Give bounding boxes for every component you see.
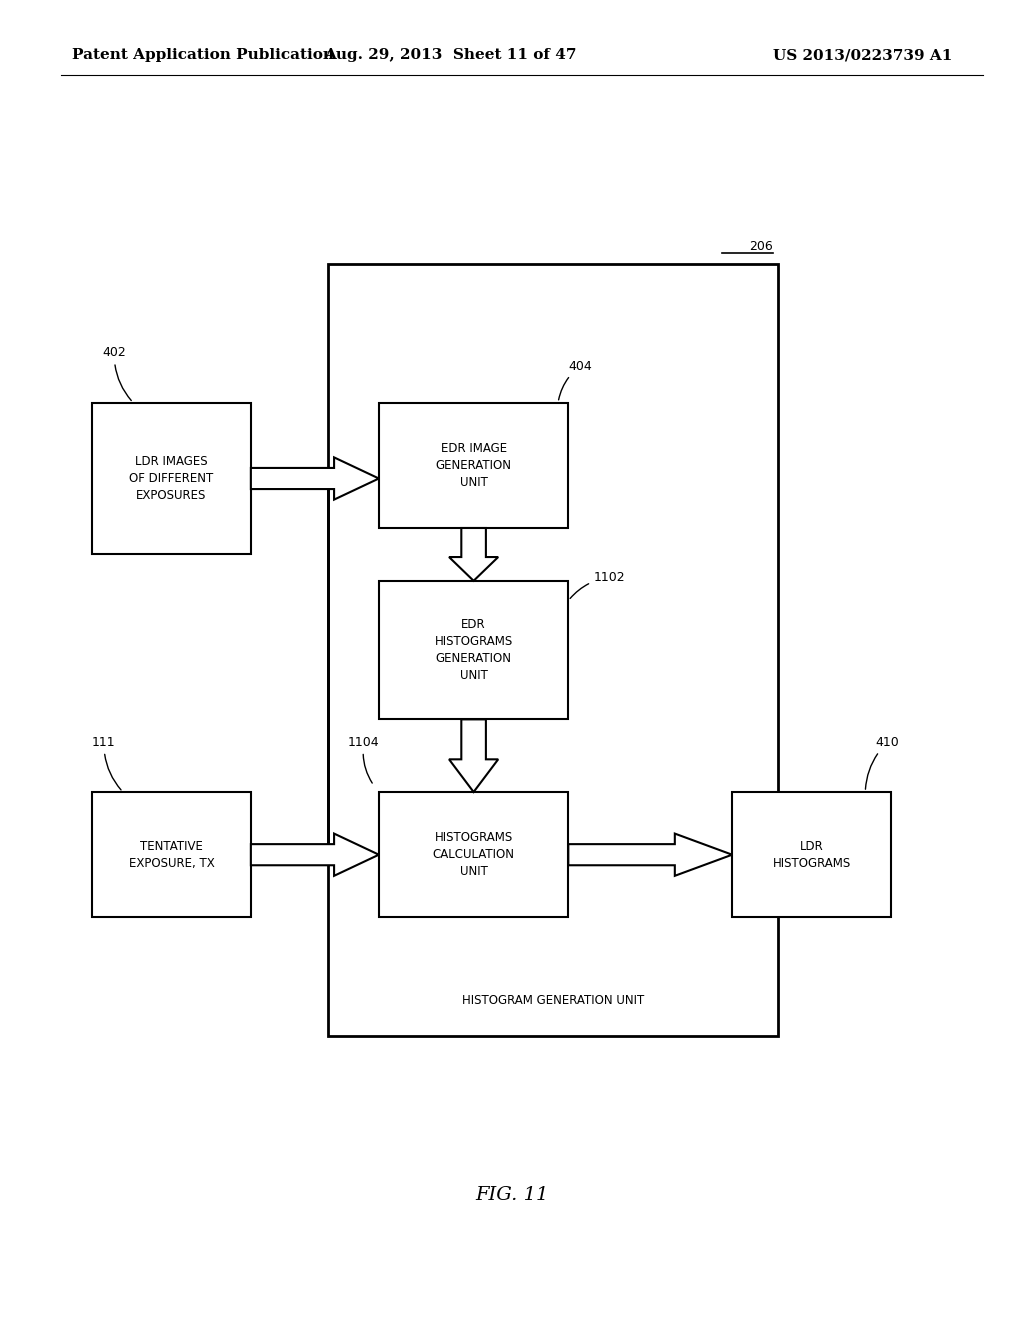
- FancyBboxPatch shape: [732, 792, 891, 917]
- Text: 404: 404: [559, 359, 592, 400]
- Polygon shape: [251, 834, 379, 876]
- Text: Aug. 29, 2013  Sheet 11 of 47: Aug. 29, 2013 Sheet 11 of 47: [325, 49, 577, 62]
- Text: HISTOGRAM GENERATION UNIT: HISTOGRAM GENERATION UNIT: [462, 994, 644, 1007]
- Text: 410: 410: [865, 735, 899, 789]
- Polygon shape: [449, 719, 499, 792]
- Text: 206: 206: [750, 240, 773, 253]
- Text: FIG. 11: FIG. 11: [475, 1185, 549, 1204]
- Text: EDR IMAGE
GENERATION
UNIT: EDR IMAGE GENERATION UNIT: [435, 442, 512, 488]
- Polygon shape: [568, 834, 732, 876]
- Text: 1102: 1102: [570, 570, 626, 598]
- FancyBboxPatch shape: [92, 403, 251, 554]
- FancyBboxPatch shape: [379, 792, 568, 917]
- Text: Patent Application Publication: Patent Application Publication: [72, 49, 334, 62]
- Text: US 2013/0223739 A1: US 2013/0223739 A1: [773, 49, 952, 62]
- FancyBboxPatch shape: [328, 264, 778, 1036]
- Text: TENTATIVE
EXPOSURE, TX: TENTATIVE EXPOSURE, TX: [129, 840, 214, 870]
- FancyBboxPatch shape: [379, 403, 568, 528]
- FancyBboxPatch shape: [92, 792, 251, 917]
- Text: 1104: 1104: [348, 735, 380, 783]
- Text: 402: 402: [102, 346, 131, 400]
- Text: HISTOGRAMS
CALCULATION
UNIT: HISTOGRAMS CALCULATION UNIT: [432, 832, 515, 878]
- Polygon shape: [449, 528, 499, 581]
- Text: EDR
HISTOGRAMS
GENERATION
UNIT: EDR HISTOGRAMS GENERATION UNIT: [434, 618, 513, 682]
- Polygon shape: [251, 458, 379, 500]
- FancyBboxPatch shape: [379, 581, 568, 719]
- Text: 111: 111: [92, 735, 121, 789]
- Text: LDR
HISTOGRAMS: LDR HISTOGRAMS: [772, 840, 851, 870]
- Text: LDR IMAGES
OF DIFFERENT
EXPOSURES: LDR IMAGES OF DIFFERENT EXPOSURES: [129, 455, 214, 502]
